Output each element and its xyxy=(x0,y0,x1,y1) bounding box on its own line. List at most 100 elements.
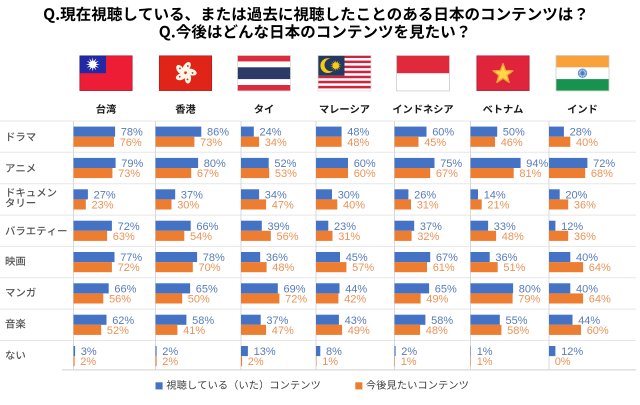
svg-text:64%: 64% xyxy=(589,262,611,274)
svg-text:78%: 78% xyxy=(121,127,143,139)
svg-text:1%: 1% xyxy=(401,356,417,368)
svg-text:47%: 47% xyxy=(272,200,294,212)
svg-text:34%: 34% xyxy=(265,137,287,149)
svg-text:60%: 60% xyxy=(354,158,376,170)
svg-text:61%: 61% xyxy=(433,262,455,274)
svg-text:44%: 44% xyxy=(578,315,600,327)
svg-text:64%: 64% xyxy=(589,294,611,306)
svg-text:72%: 72% xyxy=(285,294,307,306)
svg-text:67%: 67% xyxy=(436,252,458,264)
svg-text:3%: 3% xyxy=(81,346,97,358)
svg-text:79%: 79% xyxy=(121,158,143,170)
svg-text:49%: 49% xyxy=(348,325,370,337)
svg-text:31%: 31% xyxy=(338,231,360,243)
svg-text:26%: 26% xyxy=(414,189,436,201)
svg-text:67%: 67% xyxy=(197,168,219,180)
svg-text:37%: 37% xyxy=(181,189,203,201)
svg-text:2%: 2% xyxy=(80,356,96,368)
svg-text:77%: 77% xyxy=(120,252,142,264)
svg-text:24%: 24% xyxy=(260,127,282,139)
svg-text:68%: 68% xyxy=(591,168,613,180)
svg-text:48%: 48% xyxy=(347,127,369,139)
svg-text:37%: 37% xyxy=(266,315,288,327)
svg-text:58%: 58% xyxy=(192,315,214,327)
svg-text:40%: 40% xyxy=(576,252,598,264)
svg-text:51%: 51% xyxy=(503,262,525,274)
svg-text:20%: 20% xyxy=(565,189,587,201)
svg-text:65%: 65% xyxy=(196,283,218,295)
svg-text:40%: 40% xyxy=(343,200,365,212)
svg-text:46%: 46% xyxy=(501,137,523,149)
svg-text:30%: 30% xyxy=(177,200,199,212)
svg-text:69%: 69% xyxy=(284,283,306,295)
svg-text:36%: 36% xyxy=(574,200,596,212)
svg-text:56%: 56% xyxy=(277,231,299,243)
svg-text:1%: 1% xyxy=(322,356,338,368)
svg-text:8%: 8% xyxy=(326,346,342,358)
svg-text:36%: 36% xyxy=(266,252,288,264)
svg-text:23%: 23% xyxy=(334,221,356,233)
svg-text:86%: 86% xyxy=(207,127,229,139)
svg-text:27%: 27% xyxy=(94,189,116,201)
svg-text:40%: 40% xyxy=(576,283,598,295)
svg-text:13%: 13% xyxy=(254,346,276,358)
svg-text:34%: 34% xyxy=(265,189,287,201)
svg-text:65%: 65% xyxy=(435,283,457,295)
svg-text:60%: 60% xyxy=(587,325,609,337)
svg-text:33%: 33% xyxy=(494,221,516,233)
svg-text:48%: 48% xyxy=(502,231,524,243)
svg-text:48%: 48% xyxy=(272,262,294,274)
svg-text:42%: 42% xyxy=(344,294,366,306)
svg-text:80%: 80% xyxy=(519,283,541,295)
svg-text:76%: 76% xyxy=(120,137,142,149)
svg-text:28%: 28% xyxy=(570,127,592,139)
svg-text:36%: 36% xyxy=(574,231,596,243)
svg-text:62%: 62% xyxy=(112,315,134,327)
svg-text:21%: 21% xyxy=(487,200,509,212)
svg-text:1%: 1% xyxy=(477,356,493,368)
svg-text:75%: 75% xyxy=(440,158,462,170)
svg-text:50%: 50% xyxy=(503,127,525,139)
svg-text:44%: 44% xyxy=(345,283,367,295)
svg-text:52%: 52% xyxy=(274,158,296,170)
svg-text:66%: 66% xyxy=(114,283,136,295)
svg-text:73%: 73% xyxy=(200,137,222,149)
svg-text:37%: 37% xyxy=(420,221,442,233)
svg-text:31%: 31% xyxy=(417,200,439,212)
svg-text:14%: 14% xyxy=(484,189,506,201)
svg-text:58%: 58% xyxy=(507,325,529,337)
svg-text:79%: 79% xyxy=(518,294,540,306)
svg-text:54%: 54% xyxy=(190,231,212,243)
svg-text:66%: 66% xyxy=(196,221,218,233)
svg-text:80%: 80% xyxy=(204,158,226,170)
svg-text:2%: 2% xyxy=(162,346,178,358)
svg-text:60%: 60% xyxy=(354,168,376,180)
svg-text:52%: 52% xyxy=(107,325,129,337)
svg-text:48%: 48% xyxy=(347,137,369,149)
svg-text:53%: 53% xyxy=(275,168,297,180)
svg-text:40%: 40% xyxy=(576,137,598,149)
svg-text:43%: 43% xyxy=(345,315,367,327)
svg-text:70%: 70% xyxy=(199,262,221,274)
svg-text:12%: 12% xyxy=(561,346,583,358)
svg-text:55%: 55% xyxy=(506,315,528,327)
svg-text:78%: 78% xyxy=(203,252,225,264)
svg-text:12%: 12% xyxy=(561,221,583,233)
svg-text:30%: 30% xyxy=(338,189,360,201)
svg-text:45%: 45% xyxy=(424,137,446,149)
svg-text:81%: 81% xyxy=(519,168,541,180)
svg-text:2%: 2% xyxy=(401,346,417,358)
svg-text:2%: 2% xyxy=(248,356,264,368)
svg-text:47%: 47% xyxy=(272,325,294,337)
svg-text:57%: 57% xyxy=(352,262,374,274)
svg-text:72%: 72% xyxy=(593,158,615,170)
svg-text:63%: 63% xyxy=(113,231,135,243)
svg-text:58%: 58% xyxy=(431,315,453,327)
svg-text:94%: 94% xyxy=(526,158,548,170)
svg-text:23%: 23% xyxy=(92,200,114,212)
svg-text:39%: 39% xyxy=(268,221,290,233)
svg-text:50%: 50% xyxy=(188,294,210,306)
svg-text:41%: 41% xyxy=(183,325,205,337)
svg-text:72%: 72% xyxy=(118,262,140,274)
svg-text:1%: 1% xyxy=(477,346,493,358)
